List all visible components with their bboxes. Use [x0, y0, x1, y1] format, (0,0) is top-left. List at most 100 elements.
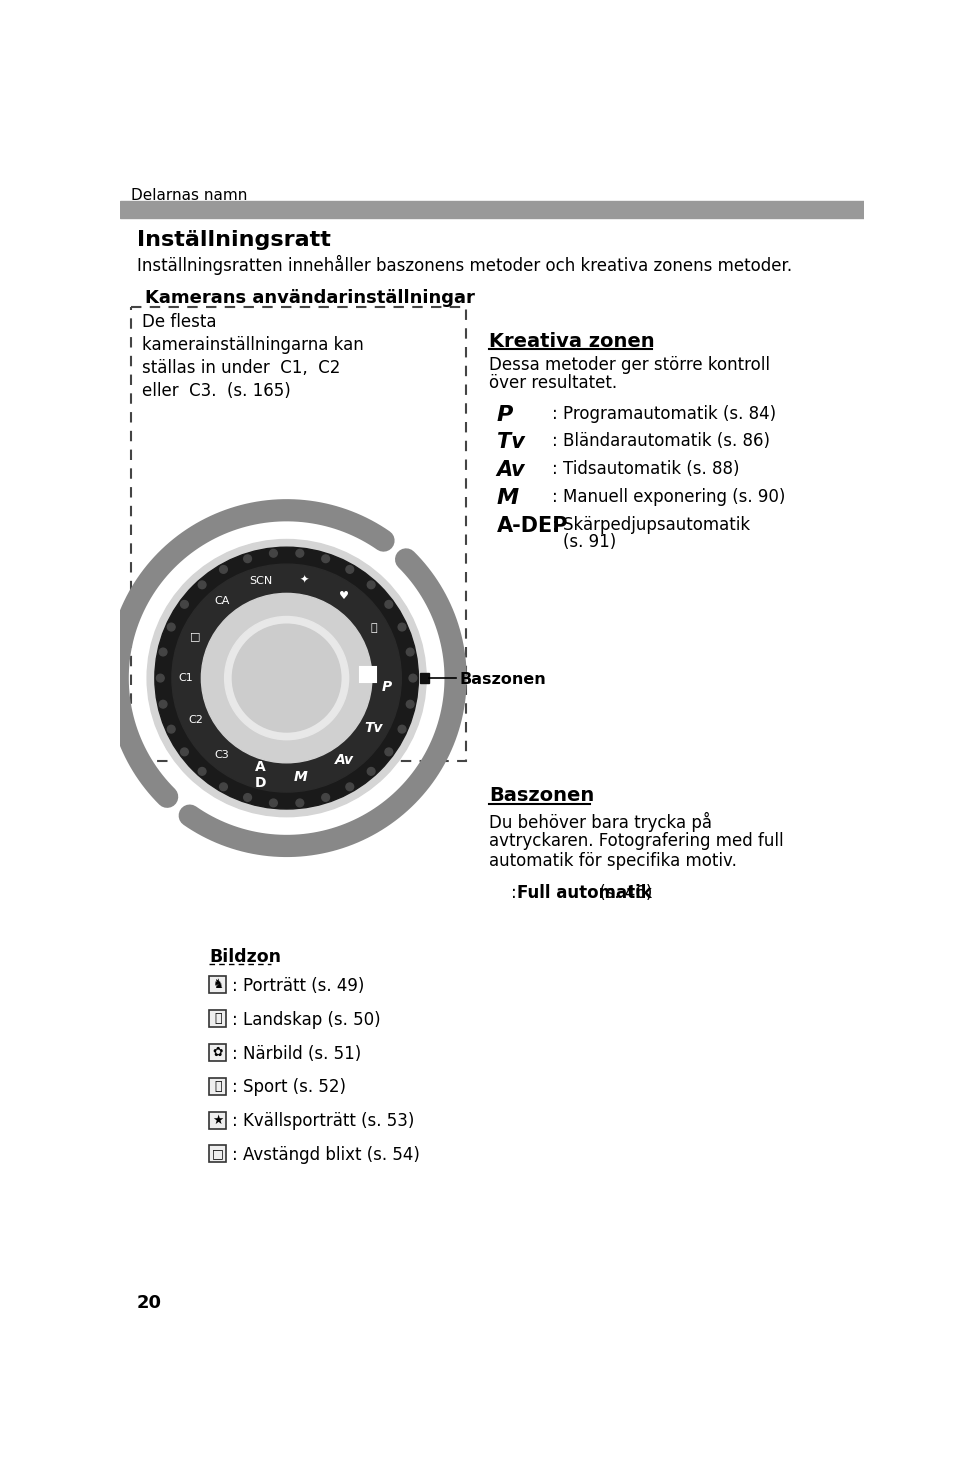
Text: M: M: [496, 488, 518, 508]
Circle shape: [406, 648, 414, 656]
Circle shape: [172, 564, 401, 792]
Text: kamerainställningarna kan: kamerainställningarna kan: [142, 336, 364, 354]
Text: : Porträtt (s. 49): : Porträtt (s. 49): [232, 977, 365, 995]
Text: : Landskap (s. 50): : Landskap (s. 50): [232, 1011, 381, 1029]
Bar: [209, 1111, 227, 1129]
Text: Du behöver bara trycka på: Du behöver bara trycka på: [489, 813, 712, 832]
Text: Inställningsratt: Inställningsratt: [137, 229, 331, 250]
Text: C3: C3: [214, 750, 229, 759]
Bar: [209, 1077, 227, 1095]
Text: Bildzon: Bildzon: [209, 947, 281, 965]
Text: M: M: [294, 770, 307, 784]
Text: : Bländarautomatik (s. 86): : Bländarautomatik (s. 86): [552, 432, 771, 450]
Text: ställas in under  C1,  C2: ställas in under C1, C2: [142, 360, 340, 377]
Bar: [360, 666, 375, 682]
Circle shape: [346, 565, 353, 573]
Circle shape: [232, 625, 341, 733]
Text: : Kvällsporträtt (s. 53): : Kvällsporträtt (s. 53): [232, 1113, 415, 1131]
Circle shape: [296, 549, 303, 556]
Text: Baszonen: Baszonen: [460, 672, 546, 687]
Bar: [209, 1009, 227, 1027]
Bar: [209, 1043, 227, 1061]
Circle shape: [156, 675, 164, 682]
Circle shape: [159, 648, 167, 656]
Text: ✦: ✦: [300, 574, 309, 585]
Text: automatik för specifika motiv.: automatik för specifika motiv.: [489, 852, 736, 870]
Circle shape: [225, 617, 348, 740]
Circle shape: [147, 540, 426, 817]
Text: eller  C3.  (s. 165): eller C3. (s. 165): [142, 382, 291, 401]
Text: (s. 91): (s. 91): [564, 533, 616, 551]
Circle shape: [322, 793, 329, 801]
Text: Av: Av: [496, 460, 525, 480]
Circle shape: [244, 555, 252, 562]
Circle shape: [270, 549, 277, 556]
Text: SCN: SCN: [249, 576, 273, 586]
Text: A-DEP: A-DEP: [496, 515, 568, 536]
Text: ♥: ♥: [340, 591, 349, 601]
Text: Baszonen: Baszonen: [489, 786, 594, 805]
Text: A
D: A D: [254, 759, 266, 790]
Bar: [489, 884, 506, 900]
Circle shape: [398, 725, 406, 733]
Text: Kreativa zonen: Kreativa zonen: [489, 332, 655, 351]
Text: □: □: [190, 630, 201, 641]
Text: : Tidsautomatik (s. 88): : Tidsautomatik (s. 88): [552, 460, 740, 478]
Circle shape: [385, 601, 393, 608]
Text: □: □: [212, 1147, 224, 1160]
Text: ✿: ✿: [212, 1046, 223, 1058]
Circle shape: [180, 747, 188, 756]
Text: 20: 20: [137, 1294, 162, 1313]
Circle shape: [159, 700, 167, 707]
Bar: [209, 977, 227, 993]
Text: P: P: [382, 679, 392, 694]
Text: ♞: ♞: [212, 978, 224, 992]
Circle shape: [202, 593, 372, 762]
Text: Kamerans användarinställningar: Kamerans användarinställningar: [145, 289, 474, 308]
Text: Av: Av: [335, 753, 354, 767]
Circle shape: [244, 793, 252, 801]
Circle shape: [296, 799, 303, 807]
Text: CA: CA: [214, 596, 229, 607]
Circle shape: [406, 700, 414, 707]
Circle shape: [398, 623, 406, 630]
Circle shape: [368, 768, 375, 776]
Circle shape: [198, 768, 206, 776]
Circle shape: [198, 582, 206, 589]
Text: C2: C2: [188, 715, 203, 725]
Bar: [420, 673, 429, 682]
Circle shape: [409, 675, 417, 682]
Bar: [120, 201, 864, 218]
Circle shape: [322, 555, 329, 562]
Text: ★: ★: [212, 1113, 224, 1126]
Text: över resultatet.: över resultatet.: [489, 374, 617, 392]
Circle shape: [220, 783, 228, 790]
Circle shape: [220, 565, 228, 573]
Circle shape: [346, 783, 353, 790]
Text: Tv: Tv: [496, 432, 524, 453]
Text: ⛰: ⛰: [214, 1012, 222, 1026]
Text: Inställningsratten innehåller baszonens metoder och kreativa zonens metoder.: Inställningsratten innehåller baszonens …: [137, 255, 792, 275]
Text: ⛰: ⛰: [371, 623, 377, 633]
Circle shape: [180, 601, 188, 608]
Bar: [131, 306, 466, 761]
Text: (s. 46): (s. 46): [594, 885, 653, 903]
Circle shape: [155, 548, 419, 810]
Bar: [209, 1146, 227, 1162]
Circle shape: [270, 799, 277, 807]
Text: : Närbild (s. 51): : Närbild (s. 51): [232, 1045, 362, 1063]
Text: : Sport (s. 52): : Sport (s. 52): [232, 1079, 347, 1097]
Text: Delarnas namn: Delarnas namn: [131, 188, 248, 203]
Text: : Skärpedjupsautomatik: : Skärpedjupsautomatik: [552, 515, 751, 534]
Text: ⛄: ⛄: [214, 1080, 222, 1092]
Text: avtryckaren. Fotografering med full: avtryckaren. Fotografering med full: [489, 832, 783, 850]
Text: P: P: [496, 404, 513, 425]
Text: : Avstängd blixt (s. 54): : Avstängd blixt (s. 54): [232, 1147, 420, 1165]
Circle shape: [368, 582, 375, 589]
Text: C1: C1: [179, 673, 193, 684]
Text: : Manuell exponering (s. 90): : Manuell exponering (s. 90): [552, 488, 786, 506]
Text: Tv: Tv: [365, 721, 383, 736]
Text: Dessa metoder ger större kontroll: Dessa metoder ger större kontroll: [489, 357, 770, 374]
Text: : Programautomatik (s. 84): : Programautomatik (s. 84): [552, 404, 777, 423]
Circle shape: [167, 725, 175, 733]
